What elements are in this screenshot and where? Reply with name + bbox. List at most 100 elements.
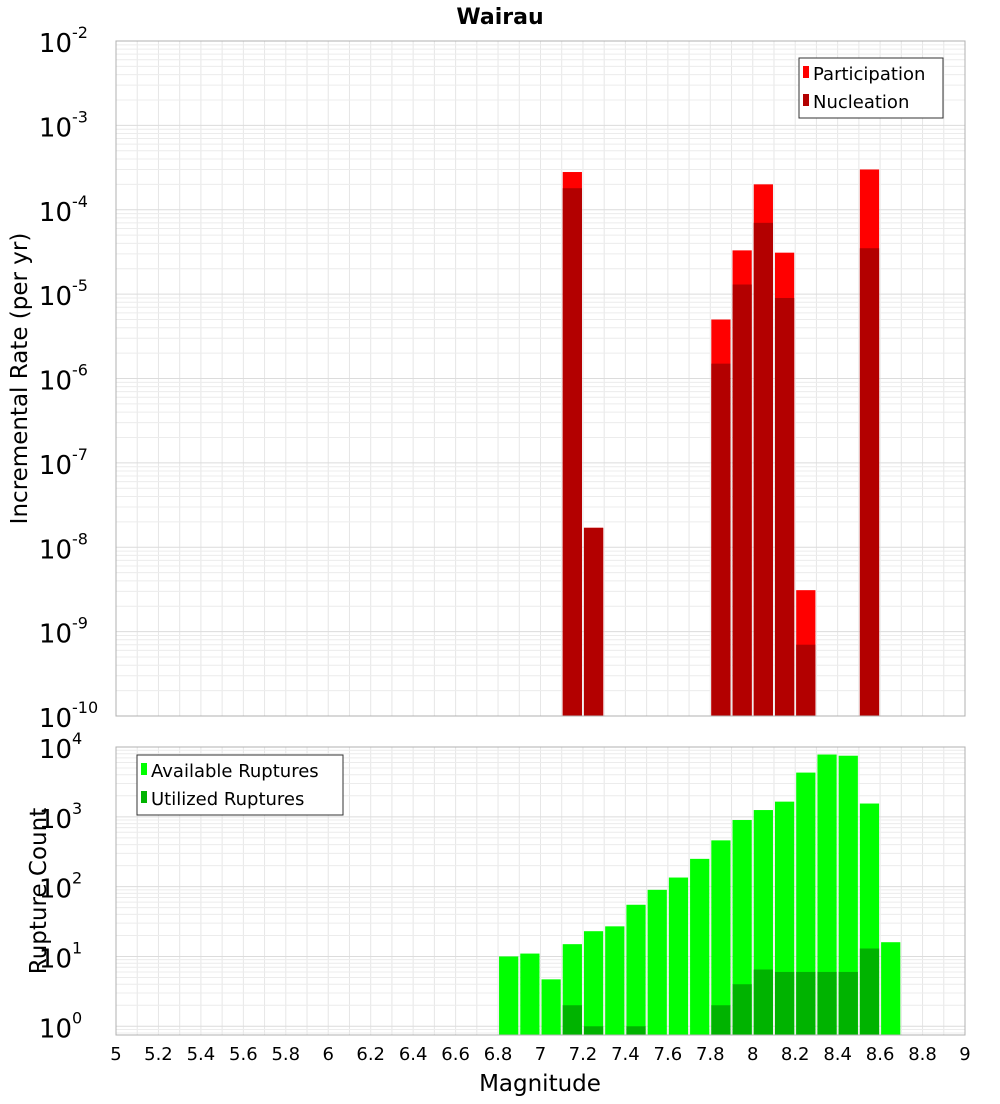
y-axis-label: Incremental Rate (per yr) [7, 233, 33, 525]
top-panel [115, 40, 966, 717]
legend-label: Nucleation [813, 92, 909, 113]
bar [626, 1026, 646, 1035]
bar [647, 889, 667, 1035]
y-tick-base: 10 [39, 451, 72, 481]
y-tick-label: 10 [39, 198, 72, 228]
x-tick-label: 7.8 [696, 1044, 725, 1065]
bar [605, 926, 625, 1035]
y-tick-base: 10 [39, 704, 72, 734]
y-tick-exponent: -10 [72, 698, 98, 717]
bar [881, 942, 901, 1035]
legend-swatch [803, 94, 809, 106]
y-tick-base: 10 [39, 875, 72, 905]
y-tick-exponent: 4 [72, 729, 82, 748]
x-tick-label: 6 [323, 1044, 334, 1065]
bar [838, 755, 858, 1035]
y-tick-exponent: 2 [72, 869, 82, 888]
bar [562, 188, 582, 717]
x-tick-label: 6.4 [399, 1044, 428, 1065]
y-tick-label: 10 [39, 620, 72, 650]
y-tick-label: 10 [39, 29, 72, 59]
x-tick-label: 8 [747, 1044, 758, 1065]
bar [583, 527, 604, 716]
bar [541, 979, 561, 1035]
y-tick-base: 10 [39, 198, 72, 228]
bar [520, 953, 540, 1035]
rate-grid [115, 40, 966, 717]
bar [668, 877, 689, 1035]
y-tick-label: 10 [39, 1014, 72, 1044]
y-tick-exponent: -6 [72, 361, 88, 380]
bar [774, 971, 795, 1035]
x-tick-label: 5 [110, 1044, 121, 1065]
bar [838, 971, 858, 1035]
y-tick-label: 10 [39, 451, 72, 481]
y-tick-label: 10 [39, 875, 72, 905]
bar [732, 284, 752, 716]
bar [626, 904, 646, 1035]
y-tick-base: 10 [39, 535, 72, 565]
y-axis-label: Rupture Count [26, 808, 52, 974]
x-tick-label: 9 [959, 1044, 970, 1065]
y-tick-exponent: -2 [72, 23, 88, 42]
y-tick-exponent: -9 [72, 614, 88, 633]
y-tick-exponent: 1 [72, 938, 82, 957]
x-tick-label: 6.2 [356, 1044, 385, 1065]
x-tick-label: 8.2 [781, 1044, 810, 1065]
bar [732, 984, 752, 1035]
chart-title: Wairau [456, 5, 543, 30]
legend: Participation Nucleation [798, 57, 944, 119]
x-axis-label: Magnitude [479, 1071, 601, 1097]
x-tick-label: 8.8 [908, 1044, 937, 1065]
bar [753, 969, 773, 1035]
legend-swatch [141, 763, 147, 775]
bar [711, 840, 731, 1035]
y-tick-exponent: 0 [72, 1008, 82, 1027]
y-tick-base: 10 [39, 1014, 72, 1044]
x-tick-label: 6.8 [484, 1044, 513, 1065]
y-tick-exponent: -5 [72, 276, 88, 295]
bar [583, 931, 604, 1035]
rate-frame [115, 40, 966, 717]
bar [774, 297, 795, 716]
y-tick-label: 10 [39, 113, 72, 143]
x-tick-label: 6.6 [441, 1044, 470, 1065]
y-tick-label: 10 [39, 367, 72, 397]
x-tick-label: 7.6 [654, 1044, 683, 1065]
legend-swatch [803, 66, 809, 78]
bar [859, 948, 880, 1035]
x-tick-label: 5.8 [271, 1044, 300, 1065]
x-tick-label: 7.4 [611, 1044, 640, 1065]
series-utilized-ruptures [562, 948, 880, 1035]
legend-box [798, 57, 944, 119]
x-tick-label: 8.4 [823, 1044, 852, 1065]
y-tick-label: 10 [39, 805, 72, 835]
legend-label: Utilized Ruptures [151, 789, 304, 810]
y-tick-base: 10 [39, 805, 72, 835]
y-tick-exponent: -3 [72, 107, 88, 126]
bar [690, 858, 710, 1035]
legend-label: Available Ruptures [151, 761, 319, 782]
bar [711, 1005, 731, 1035]
y-tick-base: 10 [39, 29, 72, 59]
bar [711, 363, 731, 716]
y-tick-exponent: 3 [72, 799, 82, 818]
y-tick-base: 10 [39, 113, 72, 143]
count-frame [115, 746, 966, 1036]
series-nucleation [562, 188, 880, 717]
y-tick-label: 10 [39, 282, 72, 312]
bar [753, 222, 773, 716]
bar [796, 971, 816, 1035]
x-tick-label: 8.6 [866, 1044, 895, 1065]
x-tick-label: 7 [535, 1044, 546, 1065]
y-tick-base: 10 [39, 282, 72, 312]
legend-box [136, 754, 344, 816]
x-tick-label: 5.6 [229, 1044, 258, 1065]
y-tick-label: 10 [39, 735, 72, 765]
y-tick-exponent: -8 [72, 529, 88, 548]
y-tick-exponent: -7 [72, 445, 88, 464]
bar [817, 754, 837, 1035]
